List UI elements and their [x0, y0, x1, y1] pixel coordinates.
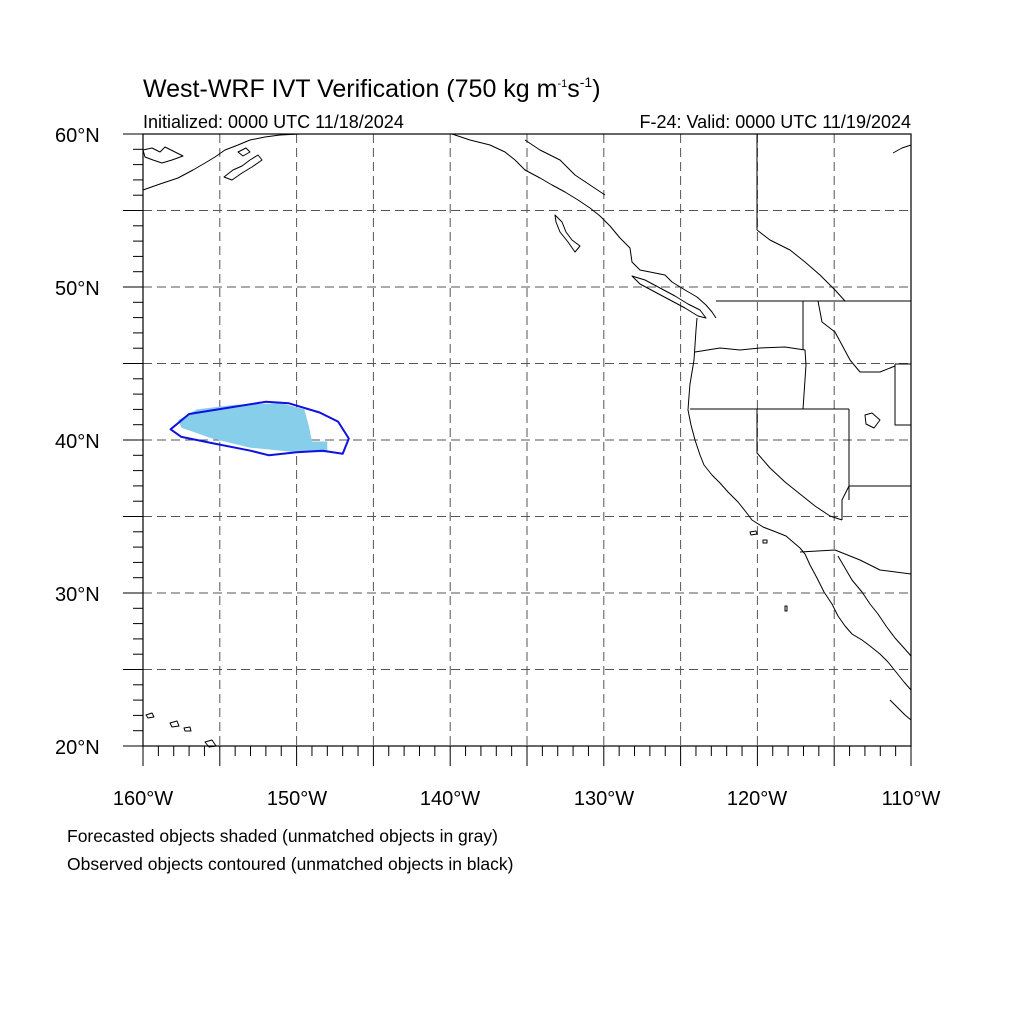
- lat-label-60n: 60°N: [55, 125, 100, 147]
- hawaii-island-2: [169, 720, 180, 728]
- lon-label-110w: 110°W: [882, 788, 941, 810]
- bc-boundary: [524, 139, 606, 196]
- title-text: West-WRF IVT Verification (750 kg m: [143, 75, 557, 103]
- california-nevada-border: [756, 409, 843, 521]
- haida-gwaii: [554, 214, 581, 253]
- great-salt-lake: [864, 412, 881, 429]
- forecast-ivt-object: [178, 403, 328, 453]
- lat-label-50n: 50°N: [55, 278, 100, 300]
- title-s: s: [567, 75, 580, 103]
- alaska-peninsula-coast: [142, 146, 184, 164]
- chart-title: West-WRF IVT Verification (750 kg m-1s-1…: [143, 74, 601, 103]
- lon-label-160w: 160°W: [113, 788, 173, 810]
- title-sup-1: -1: [557, 78, 567, 90]
- lat-label-20n: 20°N: [55, 737, 100, 759]
- lat-label-30n: 30°N: [55, 584, 100, 606]
- lon-label-140w: 140°W: [420, 788, 480, 810]
- mexico-mainland-coast: [889, 699, 912, 721]
- us-west-coast: [687, 317, 806, 555]
- observed-ivt-contour: [169, 400, 350, 457]
- hawaii-island-3: [183, 726, 192, 732]
- subtitle-valid: F-24: Valid: 0000 UTC 11/19/2024: [640, 112, 912, 132]
- axis-ticks: [123, 133, 912, 766]
- washington-oregon-border: [694, 346, 807, 366]
- graticule: [143, 134, 911, 746]
- us-mexico-border: [799, 549, 912, 575]
- footnote-observed: Observed objects contoured (unmatched ob…: [67, 854, 514, 874]
- lon-label-130w: 130°W: [574, 788, 634, 810]
- title-close: ): [592, 75, 600, 103]
- map-panel: [123, 133, 912, 766]
- lon-label-120w: 120°W: [727, 788, 787, 810]
- lon-label-150w: 150°W: [267, 788, 327, 810]
- ivt-objects: [169, 400, 350, 457]
- gulf-of-california: [837, 555, 912, 657]
- hawaii-island-1: [145, 712, 155, 719]
- alaska-top-right-coast: [892, 144, 912, 154]
- lat-axis-labels: 60°N 50°N 40°N 30°N 20°N: [55, 125, 100, 759]
- lon-axis-labels: 160°W 150°W 140°W 130°W 120°W 110°W: [113, 788, 941, 810]
- coastlines-and-borders: [142, 133, 912, 748]
- kodiak-island: [223, 154, 263, 181]
- nevada-arizona-border: [841, 485, 911, 520]
- title-sup-2: -1: [580, 74, 593, 90]
- channel-islands: [749, 530, 768, 544]
- subtitle-initialized: Initialized: 0000 UTC 11/18/2024: [143, 112, 404, 132]
- vancouver-island: [631, 275, 707, 319]
- guadalupe-island: [784, 605, 788, 612]
- baja-california: [804, 553, 912, 691]
- alberta-bc-border: [756, 229, 846, 302]
- alaska-island-small: [237, 147, 251, 157]
- idaho-montana-border: [817, 300, 896, 373]
- alaska-mainland-coast: [142, 133, 301, 191]
- oregon-idaho-border: [802, 364, 807, 410]
- wyoming-east: [894, 363, 911, 426]
- bc-coast: [451, 133, 717, 319]
- lat-label-40n: 40°N: [55, 431, 100, 453]
- footnote-forecast: Forecasted objects shaded (unmatched obj…: [67, 826, 498, 846]
